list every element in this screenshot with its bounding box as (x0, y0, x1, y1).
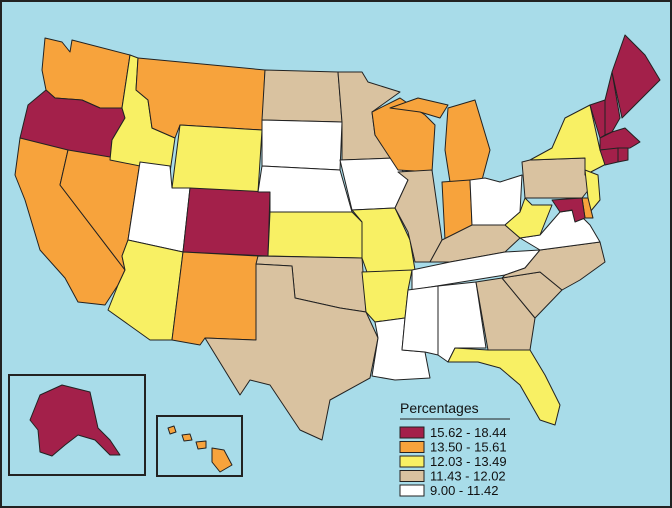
legend-title: Percentages (400, 400, 479, 416)
legend-swatch (399, 470, 425, 482)
state-arkansas (361, 269, 413, 323)
state-new-mexico (171, 251, 259, 346)
state-rhode-island (617, 147, 629, 163)
state-south-dakota (261, 119, 343, 171)
state-north-dakota (261, 69, 343, 123)
state-wisconsin (371, 97, 436, 173)
state-new-hampshire (604, 71, 621, 136)
legend-label: 9.00 - 11.42 (430, 483, 498, 498)
state-north-carolina (501, 241, 606, 291)
state-hawaii (167, 425, 233, 473)
state-kansas (267, 211, 363, 259)
legend-label: 13.50 - 15.61 (430, 440, 507, 455)
state-colorado (182, 187, 271, 257)
state-georgia (475, 277, 536, 351)
legend-label: 15.62 - 18.44 (430, 425, 507, 440)
state-illinois (394, 169, 443, 263)
legend-label: 12.03 - 13.49 (430, 454, 507, 469)
legend-swatch (399, 426, 425, 439)
state-nebraska (257, 165, 353, 213)
state-pennsylvania (521, 157, 591, 199)
state-west-virginia (504, 197, 553, 239)
state-maryland (551, 197, 586, 223)
legend-swatch (399, 441, 425, 453)
state-wyoming (171, 124, 263, 193)
state-florida (447, 347, 561, 426)
legend-label: 11.43 - 12.02 (430, 469, 506, 484)
legend-swatch (399, 455, 425, 468)
state-texas (204, 263, 379, 441)
state-maine (611, 34, 661, 119)
state-mississippi (401, 285, 439, 356)
legend-swatch (399, 484, 425, 497)
state-alaska (29, 384, 121, 457)
